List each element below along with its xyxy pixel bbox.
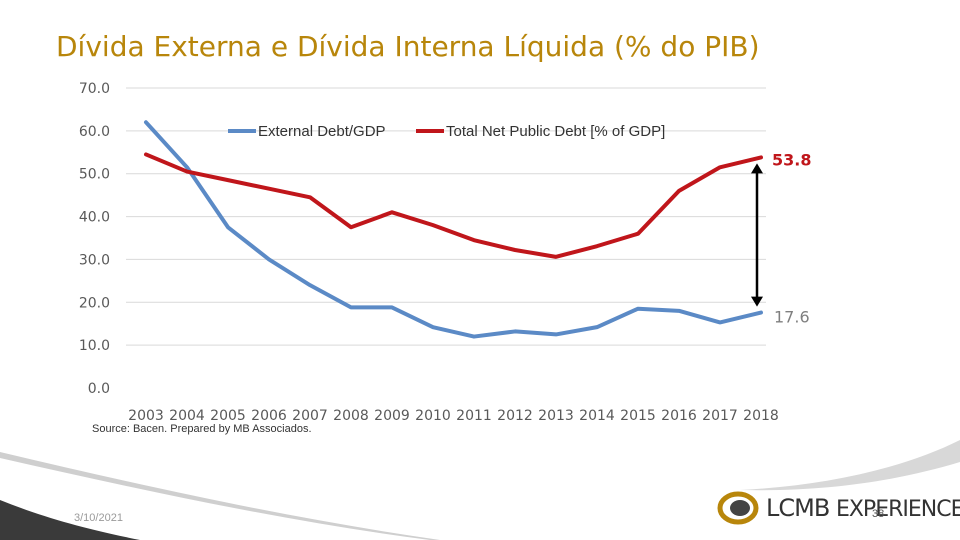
data-point xyxy=(718,320,722,325)
data-point xyxy=(759,155,763,160)
y-tick-label: 0.0 xyxy=(88,381,110,397)
y-tick-label: 30.0 xyxy=(79,252,110,268)
data-point xyxy=(472,238,476,242)
data-point xyxy=(595,325,599,329)
data-point xyxy=(185,169,189,174)
x-tick-label: 2014 xyxy=(579,408,615,424)
logo-text: LCMB EXPERIENCE xyxy=(766,494,960,522)
data-point xyxy=(144,152,148,157)
data-point xyxy=(390,210,394,214)
slide-title: Dívida Externa e Dívida Interna Líquida … xyxy=(56,30,760,63)
data-point xyxy=(308,195,312,199)
y-tick-label: 40.0 xyxy=(79,210,110,226)
legend-label-external: External Debt/GDP xyxy=(258,123,386,140)
y-tick-label: 50.0 xyxy=(79,167,110,183)
data-point xyxy=(349,225,353,229)
logo-swirl-icon xyxy=(717,491,759,525)
slide-date: 3/10/2021 xyxy=(74,512,123,524)
x-tick-label: 2018 xyxy=(743,408,779,424)
y-tick-label: 10.0 xyxy=(79,338,110,354)
x-tick-label: 2012 xyxy=(497,408,533,424)
gap-arrow-head-bottom xyxy=(751,296,763,307)
data-point xyxy=(472,334,476,339)
footer-swoosh xyxy=(0,440,960,540)
logo-text-lcmb: LCMB xyxy=(766,494,830,522)
data-point xyxy=(185,165,189,169)
page-number: 38 xyxy=(872,508,885,520)
data-point xyxy=(595,244,599,248)
x-tick-label: 2013 xyxy=(538,408,574,424)
x-tick-label: 2015 xyxy=(620,408,656,424)
x-tick-label: 2009 xyxy=(374,408,410,424)
data-point xyxy=(226,178,230,182)
company-logo: LCMB EXPERIENCE xyxy=(716,486,960,528)
x-tick-label: 2004 xyxy=(169,408,205,424)
source-note: Source: Bacen. Prepared by MB Associados… xyxy=(92,423,312,435)
x-tick-label: 2016 xyxy=(661,408,697,424)
end-label-external: 17.6 xyxy=(774,308,810,327)
data-point xyxy=(267,257,271,262)
data-point xyxy=(390,305,394,310)
x-tick-label: 2005 xyxy=(210,408,246,424)
data-point xyxy=(759,310,763,315)
x-tick-label: 2006 xyxy=(251,408,287,424)
x-tick-label: 2017 xyxy=(702,408,738,424)
y-tick-label: 20.0 xyxy=(79,295,110,311)
data-point xyxy=(431,223,435,227)
data-point xyxy=(349,305,353,310)
data-point xyxy=(677,309,681,313)
y-tick-label: 60.0 xyxy=(79,124,110,140)
x-tick-label: 2007 xyxy=(292,408,328,424)
logo-text-experience: EXPERIENCE xyxy=(835,497,960,522)
data-point xyxy=(636,307,640,311)
data-point xyxy=(226,225,230,229)
x-tick-label: 2011 xyxy=(456,408,492,424)
data-point xyxy=(554,332,558,337)
data-point xyxy=(554,255,558,259)
gap-arrow-head-top xyxy=(751,163,763,174)
line-chart: 70.0 60.0 50.0 40.0 30.0 20.0 10.0 0.0 2003 2004 2… xyxy=(79,81,812,435)
data-point xyxy=(677,189,681,193)
x-tick-label: 2003 xyxy=(128,408,164,424)
data-point xyxy=(431,325,435,329)
data-point xyxy=(636,232,640,236)
data-point xyxy=(718,165,722,169)
legend-label-total: Total Net Public Debt [% of GDP] xyxy=(446,123,665,140)
data-point xyxy=(308,283,312,287)
data-point xyxy=(513,248,517,252)
x-tick-label: 2008 xyxy=(333,408,369,424)
external-debt-line xyxy=(144,120,763,339)
total-net-public-debt-line xyxy=(144,152,763,259)
end-label-total: 53.8 xyxy=(772,150,811,169)
data-point xyxy=(144,120,148,124)
y-tick-label: 70.0 xyxy=(79,81,110,97)
chart-panel: 70.0 60.0 50.0 40.0 30.0 20.0 10.0 0.0 2003 2004 2… xyxy=(66,72,822,444)
x-tick-label: 2010 xyxy=(415,408,451,424)
data-point xyxy=(513,329,517,334)
data-point xyxy=(267,187,271,191)
